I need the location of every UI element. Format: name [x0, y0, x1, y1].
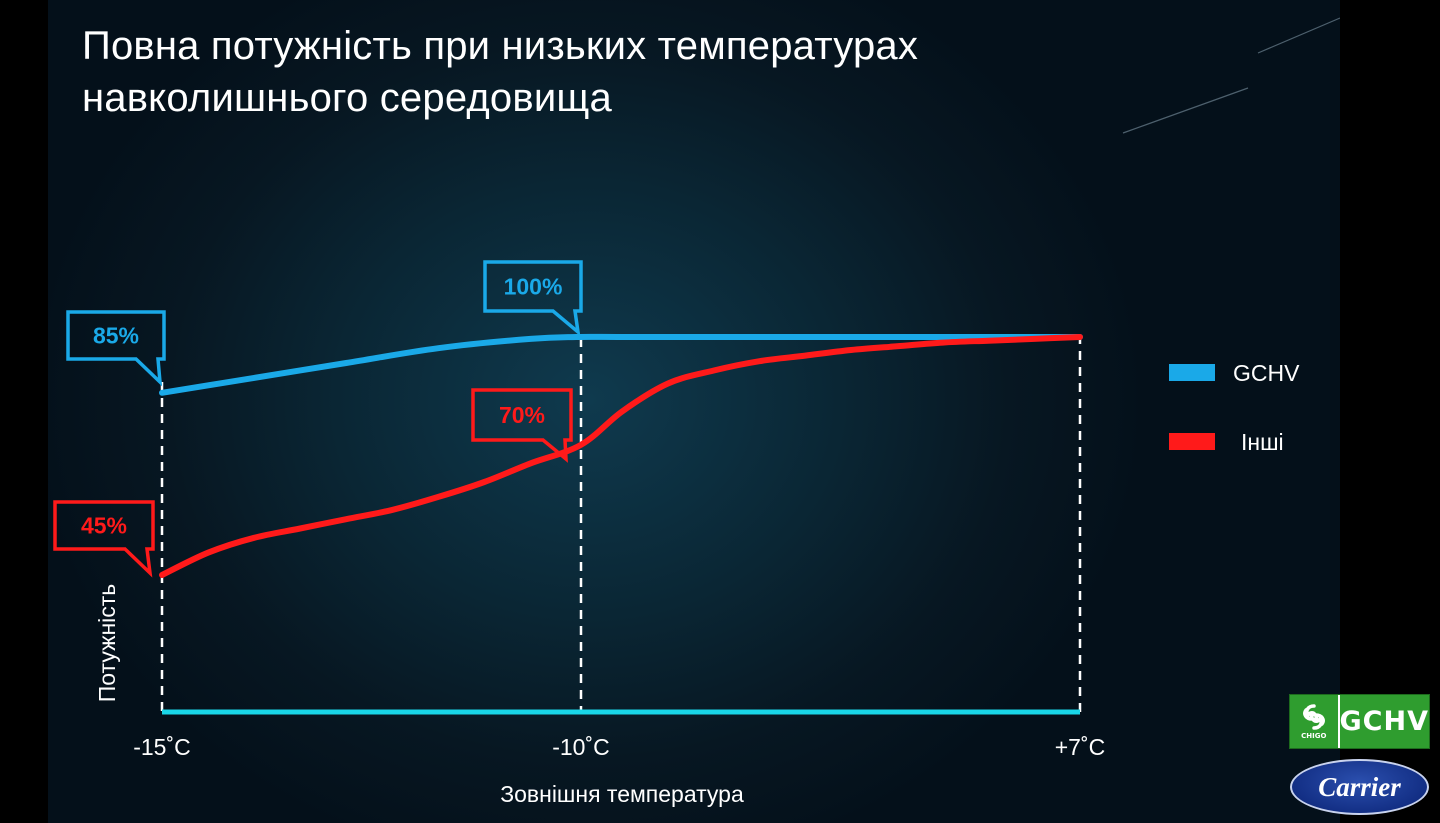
decorative-streak-1	[1122, 87, 1249, 134]
y-axis-label: Потужність	[94, 584, 120, 703]
chigo-small-text: CHIGO	[1301, 732, 1327, 740]
callout-gchv-0: 85%	[66, 310, 166, 387]
callout-other-0: 45%	[53, 500, 155, 578]
callout-box	[483, 260, 583, 337]
callout-label: 100%	[504, 274, 563, 300]
carrier-logo: Carrier	[1290, 759, 1429, 815]
slide-title-line-2: навколишнього середовища	[82, 76, 612, 120]
x-tick-label-0: -15˚C	[133, 734, 191, 760]
x-tick-label-2: +7˚C	[1055, 734, 1106, 760]
callout-label: 45%	[81, 513, 127, 539]
callout-box	[53, 500, 155, 578]
callout-box	[471, 388, 573, 463]
right-black-strip	[1340, 0, 1440, 823]
legend-label-1: Інші	[1241, 429, 1284, 455]
callout-label: 70%	[499, 402, 545, 428]
chigo-swirl-icon: CHIGO	[1290, 695, 1340, 748]
gchv-brand-text: GCHV	[1339, 706, 1429, 737]
slide: Повна потужність при низьких температура…	[48, 0, 1340, 823]
legend-swatch-1	[1169, 433, 1215, 450]
decorative-streak-2	[1257, 17, 1340, 54]
callout-box	[66, 310, 166, 387]
legend-label-0: GCHV	[1233, 360, 1300, 386]
callout-label: 85%	[93, 323, 139, 349]
callout-gchv-1: 100%	[483, 260, 583, 337]
legend-swatch-0	[1169, 364, 1215, 381]
gchv-logo: CHIGO GCHV	[1289, 694, 1430, 749]
capacity-chart: 85% 100% 45% 70% -15˚C -10˚C +7˚C GCHV Інші Зо…	[53, 17, 1340, 807]
series-line-gchv	[159, 333, 1083, 396]
x-axis-label: Зовнішня температура	[500, 781, 744, 807]
slide-title-line-1: Повна потужність при низьких температура…	[82, 24, 919, 68]
x-tick-label-1: -10˚C	[552, 734, 610, 760]
callout-other-1: 70%	[471, 388, 573, 463]
series-line-other	[159, 334, 1083, 578]
